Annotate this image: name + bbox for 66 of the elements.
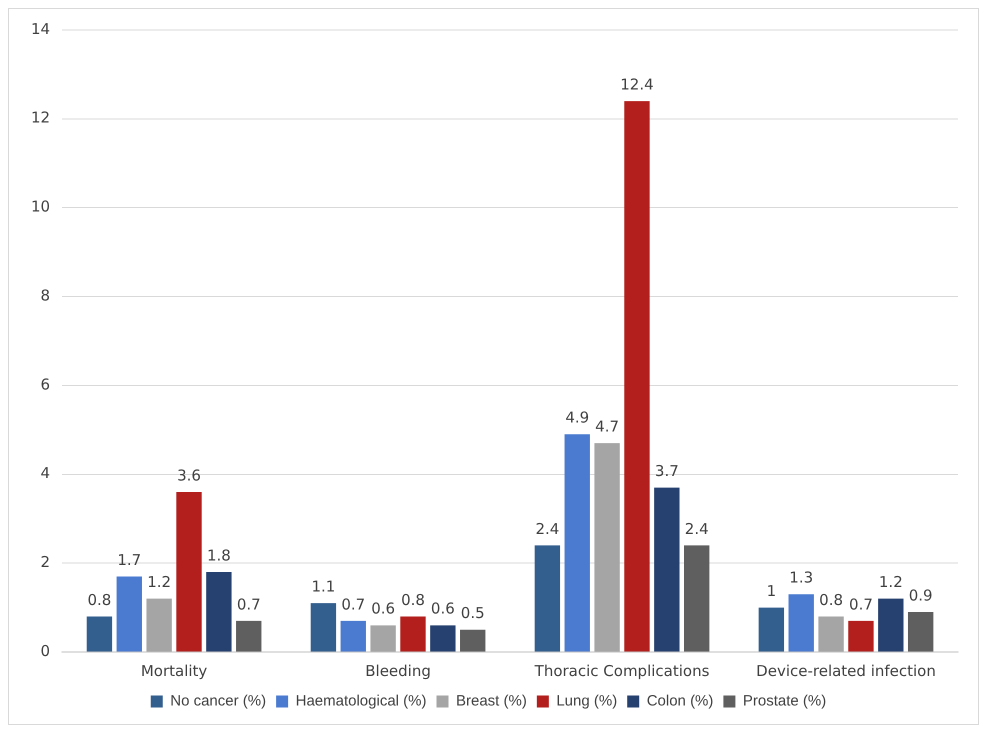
- data-label: 4.7: [595, 418, 620, 436]
- data-label: 0.8: [401, 590, 425, 609]
- bar: [654, 488, 680, 652]
- bar: [848, 620, 874, 652]
- data-label: 0.8: [87, 590, 112, 609]
- data-label: 0.6: [371, 600, 396, 618]
- legend-label: No cancer (%): [170, 692, 266, 710]
- data-label: 0.5: [460, 604, 485, 622]
- x-tick-label: Thoracic Complications: [534, 662, 710, 680]
- y-tick-label: 6: [40, 375, 50, 394]
- bar: [460, 630, 486, 652]
- bar: [370, 625, 396, 652]
- y-tick-label: 8: [40, 286, 50, 304]
- bar: [878, 598, 904, 652]
- data-label: 2.4: [684, 520, 709, 538]
- bar: [624, 101, 650, 652]
- data-label: 0.6: [430, 600, 455, 618]
- data-label: 1.2: [147, 573, 172, 592]
- legend-label: Colon (%): [646, 692, 714, 710]
- data-label: 1.2: [878, 573, 903, 592]
- data-label: 1.1: [311, 578, 336, 596]
- bar: [310, 603, 336, 652]
- bar: [206, 572, 232, 652]
- bar: [146, 598, 172, 652]
- bar: [340, 620, 366, 652]
- bar: [86, 616, 112, 652]
- bar: [788, 594, 814, 652]
- data-label: 0.7: [341, 595, 366, 614]
- bar: [564, 434, 590, 652]
- data-label: 1.7: [117, 550, 142, 569]
- data-label: 0.9: [908, 586, 933, 604]
- y-tick-label: 4: [40, 464, 50, 482]
- legend-label: Breast (%): [456, 692, 527, 710]
- data-label: 1.8: [206, 546, 231, 564]
- bar: [594, 443, 620, 652]
- bar: [430, 625, 456, 652]
- legend-label: Lung (%): [556, 692, 618, 710]
- y-tick-label: 12: [30, 108, 50, 127]
- bar: [176, 492, 202, 652]
- x-tick-label: Mortality: [140, 662, 208, 680]
- y-tick-label: 0: [40, 642, 50, 660]
- data-label: 2.4: [535, 520, 560, 538]
- bar: [908, 612, 934, 652]
- y-tick-label: 14: [30, 20, 50, 38]
- data-label: 0.7: [849, 595, 873, 614]
- data-label: 0.7: [236, 595, 261, 614]
- x-tick-label: Bleeding: [365, 662, 431, 680]
- y-tick-label: 2: [40, 553, 50, 572]
- legend-label: Prostate (%): [742, 692, 826, 710]
- legend-label: Haematological (%): [296, 692, 426, 710]
- bar: [116, 576, 142, 652]
- data-label: 3.6: [177, 466, 201, 484]
- data-label: 12.4: [620, 75, 654, 94]
- bar: [758, 608, 784, 652]
- y-tick-label: 10: [30, 198, 50, 216]
- data-label: 1.3: [789, 568, 814, 587]
- bar: [400, 616, 426, 652]
- bar: [684, 545, 710, 652]
- data-label: 3.7: [654, 462, 679, 480]
- x-tick-label: Device-related infection: [756, 662, 936, 680]
- bar: [534, 545, 560, 652]
- data-label: 1: [766, 582, 776, 600]
- data-label: 0.8: [819, 590, 844, 609]
- bar: [818, 616, 844, 652]
- data-label: 4.9: [565, 408, 590, 427]
- bar: [236, 620, 262, 652]
